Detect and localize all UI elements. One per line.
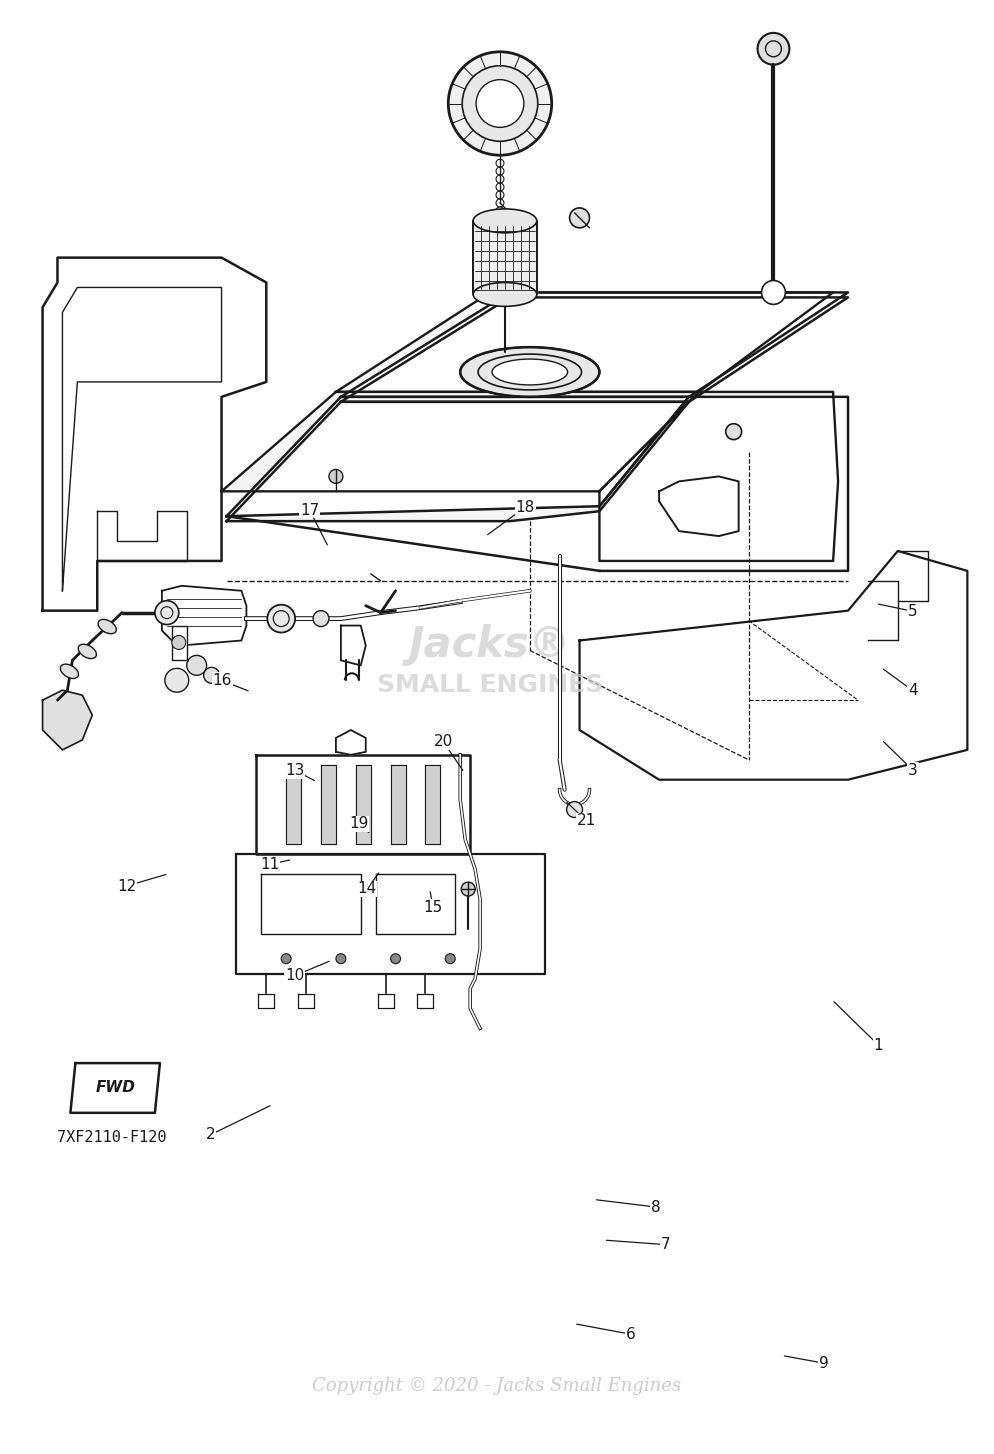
Circle shape	[267, 605, 295, 632]
Polygon shape	[71, 1063, 160, 1112]
Circle shape	[329, 470, 343, 483]
Polygon shape	[579, 551, 966, 779]
Ellipse shape	[98, 619, 116, 634]
Circle shape	[281, 954, 291, 964]
Circle shape	[336, 954, 346, 964]
Circle shape	[566, 801, 581, 817]
Polygon shape	[391, 765, 406, 845]
Text: 6: 6	[625, 1326, 635, 1342]
Text: 21: 21	[577, 813, 595, 829]
Polygon shape	[658, 477, 738, 537]
Circle shape	[445, 954, 455, 964]
Text: Copyright © 2020 - Jacks Small Engines: Copyright © 2020 - Jacks Small Engines	[312, 1377, 681, 1396]
Circle shape	[313, 611, 329, 627]
Text: 10: 10	[284, 968, 304, 983]
Text: 14: 14	[357, 881, 376, 897]
Text: 2: 2	[206, 1127, 215, 1143]
Circle shape	[462, 65, 537, 141]
Text: Jacks®: Jacks®	[409, 624, 571, 666]
Polygon shape	[97, 512, 187, 561]
Circle shape	[155, 601, 179, 625]
Text: 9: 9	[818, 1355, 828, 1371]
Circle shape	[204, 667, 220, 683]
Polygon shape	[598, 397, 847, 571]
Text: SMALL ENGINES: SMALL ENGINES	[377, 673, 602, 698]
Polygon shape	[473, 221, 536, 294]
Polygon shape	[341, 298, 847, 401]
Polygon shape	[341, 625, 366, 666]
Text: 20: 20	[433, 734, 452, 749]
Text: 17: 17	[299, 503, 319, 518]
Polygon shape	[417, 993, 433, 1009]
Text: 7: 7	[660, 1237, 670, 1252]
Circle shape	[569, 208, 588, 228]
Ellipse shape	[473, 209, 536, 233]
Ellipse shape	[79, 644, 96, 659]
Ellipse shape	[492, 359, 567, 385]
Polygon shape	[256, 755, 470, 855]
Circle shape	[165, 669, 189, 692]
Text: 18: 18	[515, 500, 535, 515]
Circle shape	[461, 883, 475, 896]
Ellipse shape	[473, 282, 536, 307]
Polygon shape	[43, 691, 92, 750]
Polygon shape	[258, 993, 274, 1009]
Polygon shape	[321, 765, 336, 845]
Text: 5: 5	[908, 603, 916, 619]
Text: 1: 1	[873, 1038, 883, 1053]
Polygon shape	[172, 625, 187, 660]
Circle shape	[172, 635, 186, 650]
Circle shape	[187, 656, 207, 675]
Ellipse shape	[61, 664, 79, 679]
Polygon shape	[162, 586, 247, 646]
Circle shape	[476, 80, 523, 128]
Text: 15: 15	[423, 900, 442, 915]
Polygon shape	[227, 397, 688, 516]
Polygon shape	[336, 292, 832, 393]
Polygon shape	[598, 393, 837, 561]
Text: 16: 16	[213, 673, 232, 688]
Circle shape	[756, 33, 788, 65]
Polygon shape	[425, 765, 440, 845]
Text: FWD: FWD	[95, 1080, 135, 1095]
Text: 8: 8	[650, 1200, 660, 1214]
Polygon shape	[298, 993, 314, 1009]
Polygon shape	[286, 765, 301, 845]
Text: 11: 11	[260, 856, 279, 872]
Text: 4: 4	[908, 683, 916, 698]
Polygon shape	[341, 292, 847, 397]
Circle shape	[448, 52, 551, 156]
Text: 7XF2110-F120: 7XF2110-F120	[58, 1130, 167, 1146]
Polygon shape	[63, 288, 222, 590]
Polygon shape	[43, 257, 266, 611]
Polygon shape	[378, 993, 394, 1009]
Text: 3: 3	[908, 763, 917, 778]
Polygon shape	[227, 401, 688, 521]
Ellipse shape	[460, 348, 598, 397]
Text: 12: 12	[116, 878, 136, 894]
Polygon shape	[222, 393, 698, 491]
Polygon shape	[336, 730, 366, 755]
Text: 13: 13	[284, 763, 304, 778]
Circle shape	[760, 281, 784, 304]
Circle shape	[725, 423, 741, 439]
Circle shape	[391, 954, 401, 964]
Text: 19: 19	[349, 816, 369, 832]
Polygon shape	[356, 765, 371, 845]
Polygon shape	[237, 855, 544, 974]
